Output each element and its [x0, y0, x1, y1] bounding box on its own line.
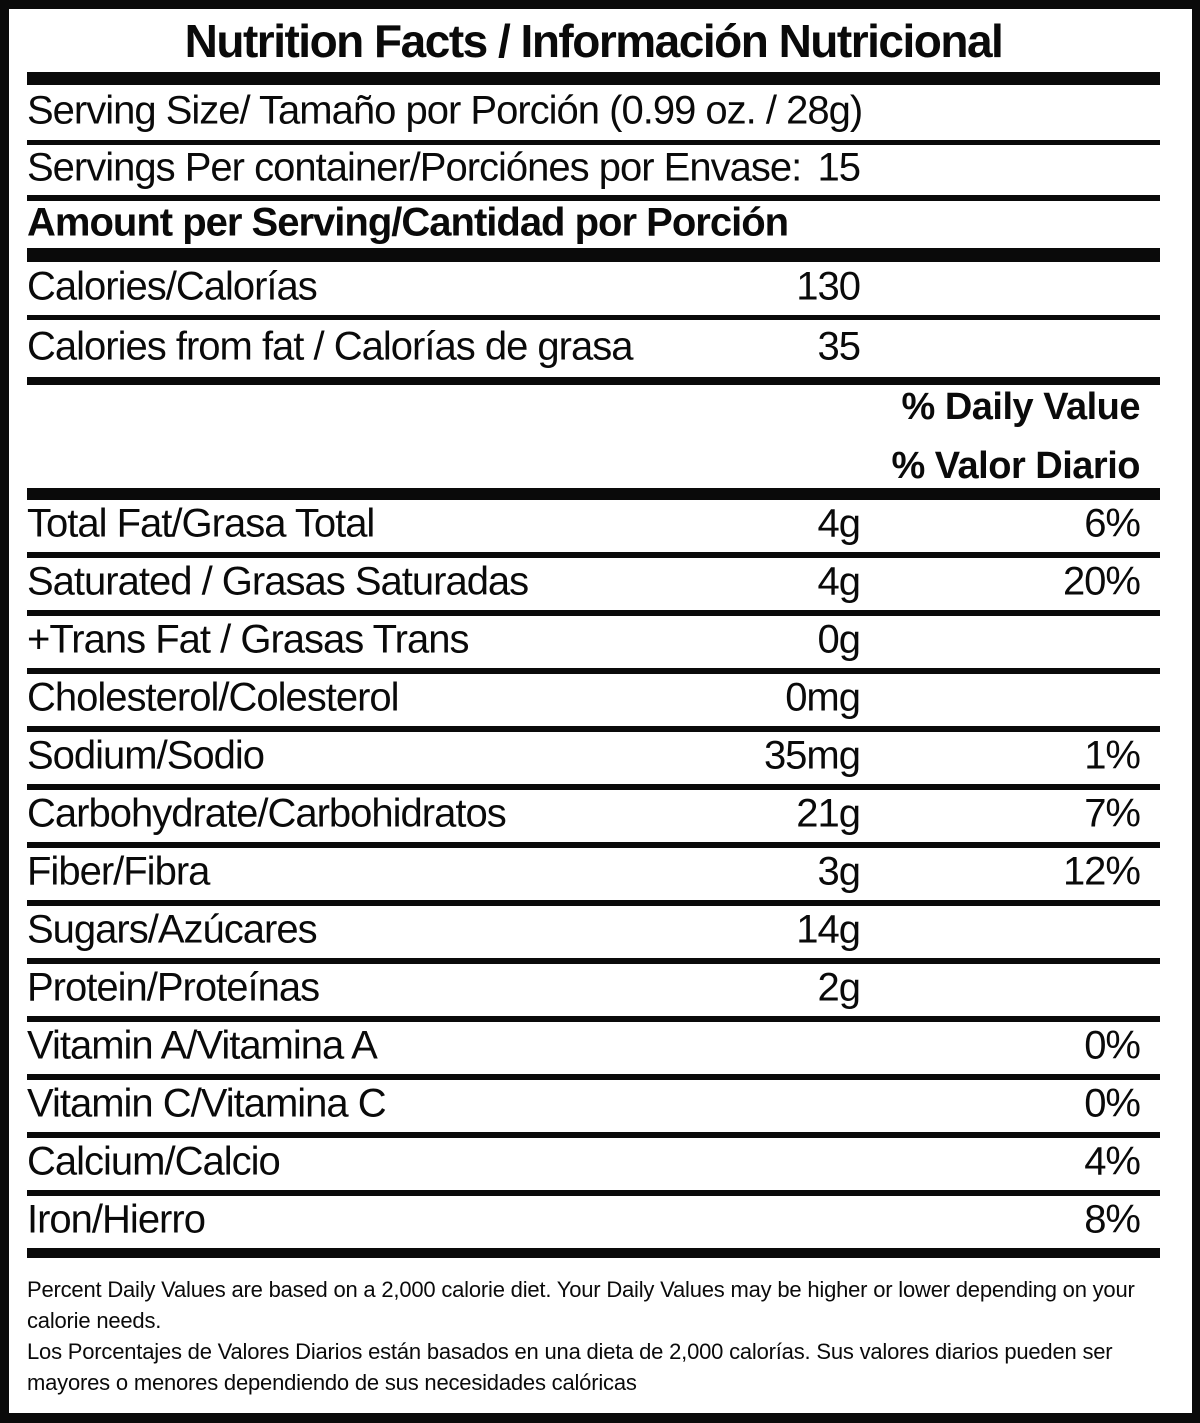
footnote-english: Percent Daily Values are based on a 2,00…: [27, 1277, 1135, 1333]
nutrient-amount: 0g: [817, 617, 861, 662]
nutrient-row-carbohydrate: Carbohydrate/Carbohidratos 21g 7%: [27, 790, 1160, 848]
nutrient-label: Iron/Hierro: [27, 1197, 206, 1242]
nutrient-row-fiber: Fiber/Fibra 3g 12%: [27, 848, 1160, 906]
nutrient-dv: 8%: [1084, 1197, 1141, 1242]
amount-per-serving-row: Amount per Serving/Cantidad por Porción: [27, 200, 1160, 262]
calories-value: 130: [796, 264, 861, 309]
calories-label: Calories/Calorías: [27, 264, 318, 309]
nutrient-label: Fiber/Fibra: [27, 849, 210, 894]
nutrient-label: Calcium/Calcio: [27, 1139, 281, 1184]
nutrient-label: Cholesterol/Colesterol: [27, 675, 400, 720]
amount-per-serving-label: Amount per Serving/Cantidad por Porción: [27, 200, 789, 245]
servings-per-container-value: 15: [817, 145, 861, 190]
nutrient-label: Protein/Proteínas: [27, 965, 320, 1010]
nutrient-label: Saturated / Grasas Saturadas: [27, 559, 529, 604]
nutrient-row-vitamin-a: Vitamin A/Vitamina A 0%: [27, 1022, 1160, 1080]
nutrient-row-iron: Iron/Hierro 8%: [27, 1196, 1160, 1258]
nutrient-dv: 1%: [1084, 733, 1141, 778]
footnote-spanish: Los Porcentajes de Valores Diarios están…: [27, 1339, 1113, 1395]
calories-from-fat-label: Calories from fat / Calorías de grasa: [27, 324, 633, 369]
calories-from-fat-value: 35: [817, 324, 861, 369]
nutrient-row-total-fat: Total Fat/Grasa Total 4g 6%: [27, 500, 1160, 558]
servings-per-container-label: Servings Per container/Porciónes por Env…: [27, 145, 802, 190]
nutrient-row-calcium: Calcium/Calcio 4%: [27, 1138, 1160, 1196]
nutrient-label: Total Fat/Grasa Total: [27, 501, 375, 546]
nutrient-label: Sodium/Sodio: [27, 733, 265, 778]
nutrient-dv: 0%: [1084, 1023, 1141, 1068]
calories-row: Calories/Calorías 130: [27, 262, 1160, 320]
daily-value-header-es: % Valor Diario: [891, 444, 1140, 487]
daily-value-header: % Daily Value % Valor Diario: [27, 385, 1160, 500]
nutrient-row-vitamin-c: Vitamin C/Vitamina C 0%: [27, 1080, 1160, 1138]
nutrient-row-sodium: Sodium/Sodio 35mg 1%: [27, 732, 1160, 790]
nutrient-label: Vitamin C/Vitamina C: [27, 1081, 387, 1126]
nutrient-row-sugars: Sugars/Azúcares 14g: [27, 906, 1160, 964]
nutrient-label: Vitamin A/Vitamina A: [27, 1023, 378, 1068]
nutrient-row-trans-fat: +Trans Fat / Grasas Trans 0g: [27, 616, 1160, 674]
servings-per-container-row: Servings Per container/Porciónes por Env…: [27, 145, 1160, 201]
nutrient-dv: 0%: [1084, 1081, 1141, 1126]
nutrient-label: Carbohydrate/Carbohidratos: [27, 791, 507, 836]
nutrient-amount: 14g: [796, 907, 861, 952]
nutrient-amount: 3g: [817, 849, 861, 894]
serving-size-row: Serving Size/ Tamaño por Porción (0.99 o…: [27, 85, 1160, 145]
label-title: Nutrition Facts / Información Nutriciona…: [27, 9, 1160, 85]
nutrient-amount: 4g: [817, 501, 861, 546]
daily-value-footnote: Percent Daily Values are based on a 2,00…: [27, 1258, 1160, 1413]
nutrient-dv: 20%: [1062, 559, 1141, 604]
nutrient-row-saturated-fat: Saturated / Grasas Saturadas 4g 20%: [27, 558, 1160, 616]
nutrient-dv: 12%: [1062, 849, 1141, 894]
nutrient-amount: 21g: [796, 791, 861, 836]
serving-size-label: Serving Size/ Tamaño por Porción (0.99 o…: [27, 88, 863, 133]
nutrient-dv: 4%: [1084, 1139, 1141, 1184]
nutrient-amount: 2g: [817, 965, 861, 1010]
nutrient-amount: 35mg: [763, 733, 861, 778]
nutrient-label: Sugars/Azúcares: [27, 907, 318, 952]
daily-value-header-en: % Daily Value: [901, 385, 1140, 428]
nutrient-label: +Trans Fat / Grasas Trans: [27, 617, 469, 662]
nutrient-dv: 6%: [1084, 501, 1141, 546]
nutrient-dv: 7%: [1084, 791, 1141, 836]
calories-from-fat-row: Calories from fat / Calorías de grasa 35: [27, 320, 1160, 385]
nutrient-amount: 4g: [817, 559, 861, 604]
nutrient-row-cholesterol: Cholesterol/Colesterol 0mg: [27, 674, 1160, 732]
nutrient-amount: 0mg: [785, 675, 861, 720]
nutrient-row-protein: Protein/Proteínas 2g: [27, 964, 1160, 1022]
